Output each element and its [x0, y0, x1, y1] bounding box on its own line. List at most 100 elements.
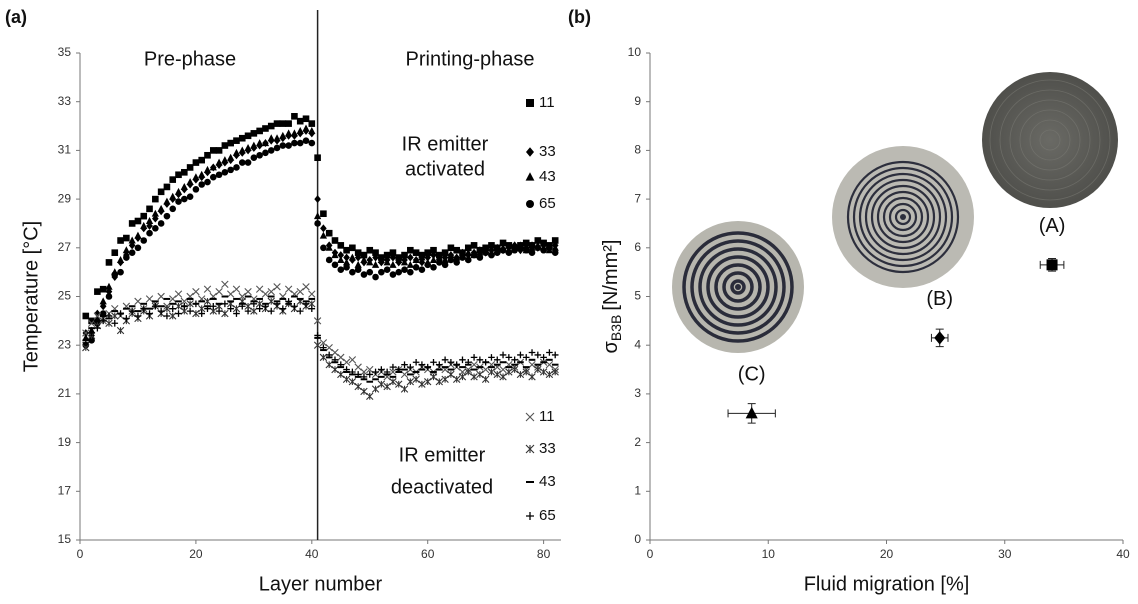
y-tick-label: 5 — [634, 289, 641, 303]
data-point — [343, 263, 350, 271]
data-point — [389, 363, 397, 371]
data-point — [319, 353, 328, 362]
data-point — [186, 164, 194, 171]
data-point — [244, 159, 252, 166]
data-point — [116, 256, 125, 263]
data-point — [499, 373, 507, 381]
data-point — [250, 130, 258, 137]
data-point — [424, 378, 432, 386]
data-point — [267, 287, 275, 296]
data-point — [517, 244, 524, 252]
data-point — [522, 368, 530, 376]
data-point — [343, 246, 350, 254]
data-point — [453, 361, 460, 368]
data-point — [331, 261, 339, 269]
data-point — [209, 302, 217, 310]
data-point — [302, 115, 310, 123]
data-point — [337, 361, 345, 368]
data-point — [186, 300, 194, 308]
data-point — [157, 204, 165, 212]
data-point — [163, 197, 171, 205]
data-point — [302, 137, 310, 144]
data-point — [372, 249, 379, 256]
data-point — [389, 253, 397, 262]
data-point — [389, 368, 397, 376]
data-point — [238, 302, 246, 310]
data-point — [308, 305, 316, 312]
data-point — [407, 363, 414, 371]
data-point — [459, 254, 466, 261]
data-point — [169, 295, 177, 303]
data-point — [244, 307, 252, 315]
data-point — [285, 142, 292, 149]
data-point — [105, 312, 113, 320]
data-point — [175, 310, 182, 317]
data-point — [476, 356, 484, 364]
data-point — [175, 171, 182, 179]
legend-label: 65 — [539, 195, 556, 212]
data-point — [192, 300, 200, 308]
data-point — [186, 178, 194, 186]
data-point — [470, 251, 478, 259]
data-point — [226, 290, 235, 298]
data-point — [203, 297, 212, 306]
data-point — [441, 256, 449, 263]
data-point — [111, 271, 119, 278]
data-point — [366, 392, 374, 401]
data-point — [430, 263, 437, 271]
data-point — [342, 358, 351, 366]
y-tick-label: 31 — [58, 143, 72, 157]
data-point — [221, 309, 229, 318]
data-point — [203, 285, 212, 293]
data-point — [209, 147, 217, 154]
data-point — [447, 370, 455, 379]
data-point — [117, 310, 124, 317]
data-point — [296, 307, 304, 315]
data-point — [430, 251, 437, 260]
data-point — [163, 312, 171, 320]
data-point — [745, 406, 758, 419]
data-point — [389, 249, 397, 256]
y-tick-label: 3 — [634, 386, 641, 400]
data-point — [244, 144, 252, 151]
data-point — [934, 331, 946, 345]
data-point — [429, 256, 438, 263]
data-point — [389, 260, 397, 268]
data-point — [383, 258, 391, 266]
data-point — [325, 360, 333, 369]
legend-label: 11 — [539, 94, 555, 111]
data-point — [528, 373, 536, 381]
data-point — [539, 368, 548, 376]
disc-image-b — [832, 146, 974, 288]
data-point — [325, 343, 333, 352]
data-point — [140, 212, 148, 220]
data-point — [534, 365, 542, 374]
annotation: IR emitter — [399, 444, 486, 466]
data-point — [284, 285, 293, 293]
data-point — [256, 305, 263, 312]
data-point — [499, 365, 507, 374]
data-point — [337, 370, 345, 379]
data-point — [418, 258, 426, 267]
data-point — [407, 246, 414, 254]
data-point — [291, 302, 298, 310]
data-point — [180, 297, 189, 306]
data-point — [273, 283, 281, 291]
data-point — [516, 370, 525, 379]
point-label: (A) — [1039, 215, 1066, 237]
data-point — [209, 163, 217, 171]
data-point — [313, 317, 322, 325]
data-point — [215, 287, 223, 296]
data-point — [94, 288, 101, 295]
data-point — [94, 309, 101, 318]
panel-label: (b) — [568, 7, 591, 27]
data-point — [82, 329, 90, 337]
data-point — [279, 131, 287, 139]
data-point — [238, 134, 246, 142]
data-point — [528, 249, 536, 256]
data-point — [481, 375, 490, 383]
data-point — [284, 129, 293, 137]
x-tick-label: 20 — [880, 547, 894, 561]
data-point — [407, 268, 414, 276]
data-point — [273, 300, 281, 308]
